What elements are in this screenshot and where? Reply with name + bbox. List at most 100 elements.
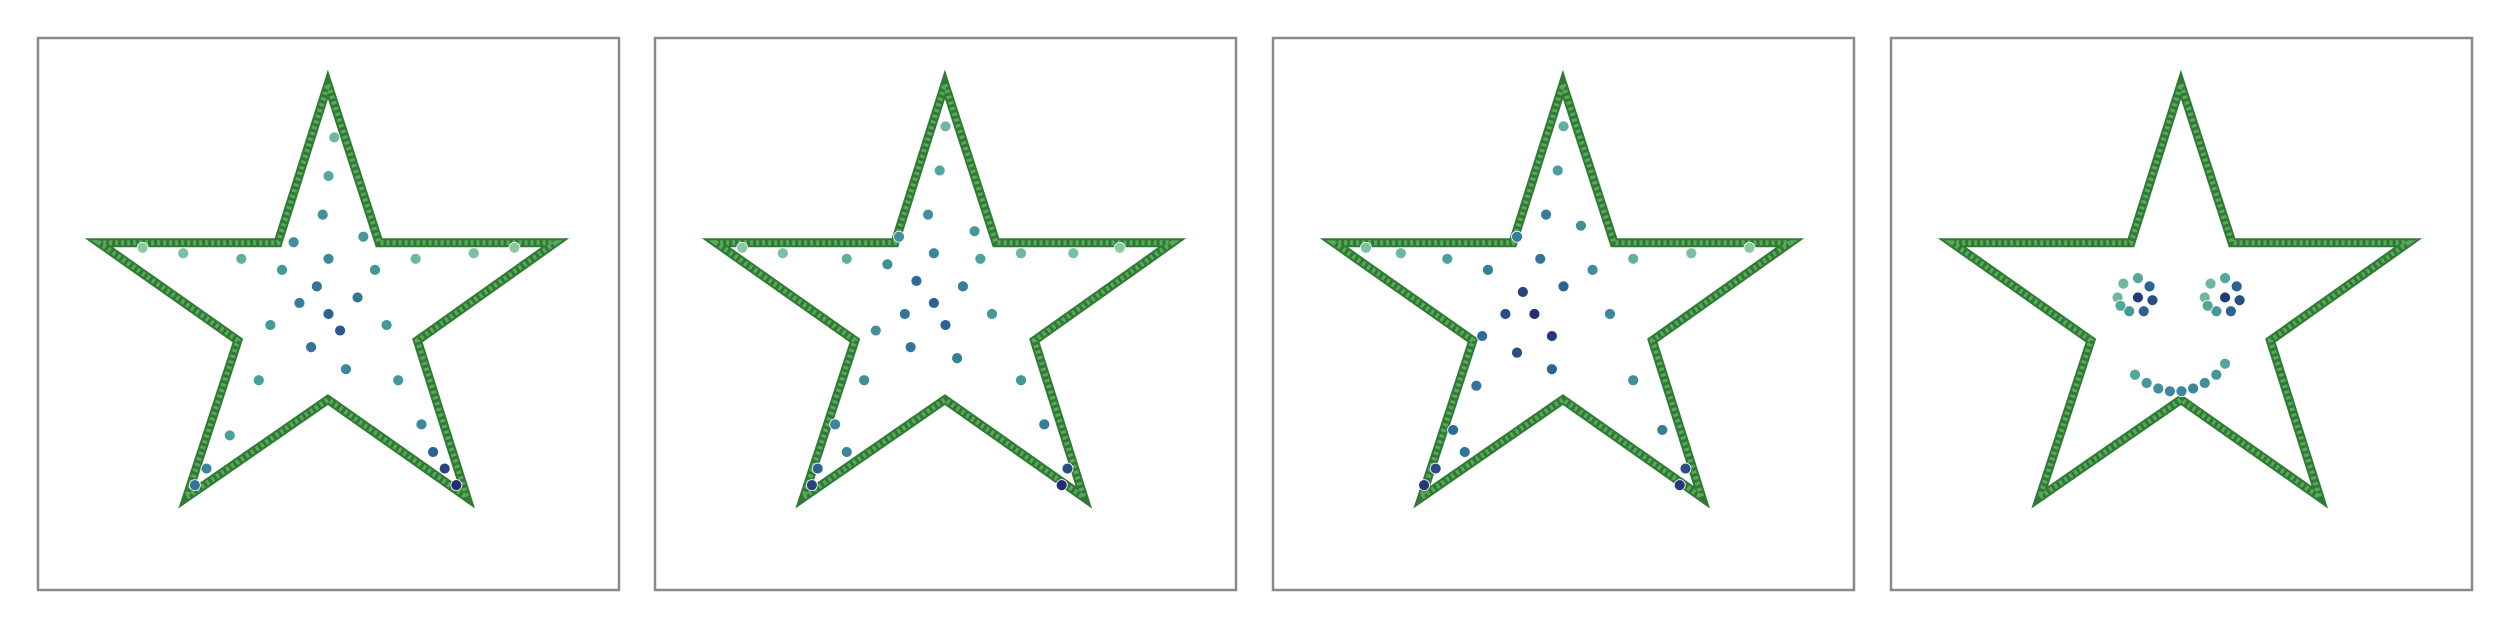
point (1743, 241, 1756, 254)
point (2137, 305, 2150, 318)
point (357, 230, 370, 243)
point (380, 319, 393, 331)
panel (36, 36, 621, 592)
point (974, 252, 987, 265)
point (328, 131, 341, 144)
point (2219, 291, 2231, 304)
point (351, 291, 364, 304)
point (322, 252, 335, 265)
point (334, 324, 347, 337)
point (736, 241, 749, 254)
point (2117, 277, 2130, 290)
point (939, 120, 952, 133)
point (776, 247, 789, 260)
point (1673, 479, 1686, 492)
point (1545, 363, 1558, 376)
point (310, 280, 323, 293)
point (2114, 299, 2127, 312)
point (223, 429, 236, 442)
point (235, 252, 248, 265)
point (2152, 382, 2165, 395)
point (1604, 308, 1616, 320)
point (840, 252, 853, 265)
point (392, 374, 405, 387)
point (1551, 164, 1564, 177)
point (369, 263, 381, 276)
point (415, 418, 428, 431)
point (322, 170, 335, 182)
point (957, 280, 969, 293)
point (1557, 120, 1570, 133)
point (1447, 424, 1460, 436)
point (1679, 462, 1692, 475)
point (922, 208, 934, 221)
point (2219, 272, 2231, 285)
point (1685, 247, 1698, 260)
point (858, 374, 871, 387)
point (264, 319, 277, 331)
star-outline-dots (91, 76, 563, 504)
star-outline-dots (708, 76, 1180, 504)
point (2132, 291, 2144, 304)
point (1394, 247, 1407, 260)
point (1418, 479, 1430, 492)
point (2201, 299, 2214, 312)
point (409, 252, 422, 265)
point (1511, 346, 1523, 359)
point (1067, 247, 1080, 260)
point (1627, 252, 1640, 265)
point (1516, 286, 1529, 298)
point (2175, 385, 2188, 398)
point (1511, 230, 1523, 243)
point (893, 230, 905, 243)
point (881, 258, 894, 271)
point (252, 374, 265, 387)
point (322, 308, 335, 320)
point (1113, 241, 1126, 254)
point (927, 297, 940, 309)
point (933, 164, 946, 177)
point (276, 263, 288, 276)
point (805, 479, 818, 492)
point (427, 446, 439, 458)
point (2224, 305, 2237, 318)
point (1545, 330, 1558, 342)
point (293, 297, 306, 309)
point (840, 446, 853, 458)
point (177, 247, 190, 260)
point (450, 479, 463, 492)
point (2210, 368, 2223, 381)
point (1557, 280, 1570, 293)
panel-frame (1889, 36, 2474, 592)
point (438, 462, 451, 475)
point (1586, 263, 1599, 276)
point (2146, 294, 2159, 307)
point (136, 241, 149, 254)
point (1656, 424, 1669, 436)
point (2143, 280, 2156, 293)
point (2198, 377, 2211, 389)
point (2123, 305, 2136, 318)
point (986, 308, 998, 320)
point (2204, 277, 2217, 290)
point (1055, 479, 1068, 492)
star-outline-dots (1944, 76, 2416, 504)
point (1528, 308, 1541, 320)
point (1499, 308, 1512, 320)
point (1540, 208, 1552, 221)
point (927, 247, 940, 260)
point (968, 225, 981, 238)
point (1458, 446, 1471, 458)
point (1015, 247, 1027, 260)
point (316, 208, 329, 221)
point (811, 462, 824, 475)
panel (1889, 36, 2474, 592)
point (188, 479, 201, 492)
point (1061, 462, 1074, 475)
point (2163, 385, 2176, 398)
point (1476, 330, 1489, 342)
point (1627, 374, 1640, 387)
point (1575, 219, 1587, 232)
point (2140, 377, 2153, 389)
